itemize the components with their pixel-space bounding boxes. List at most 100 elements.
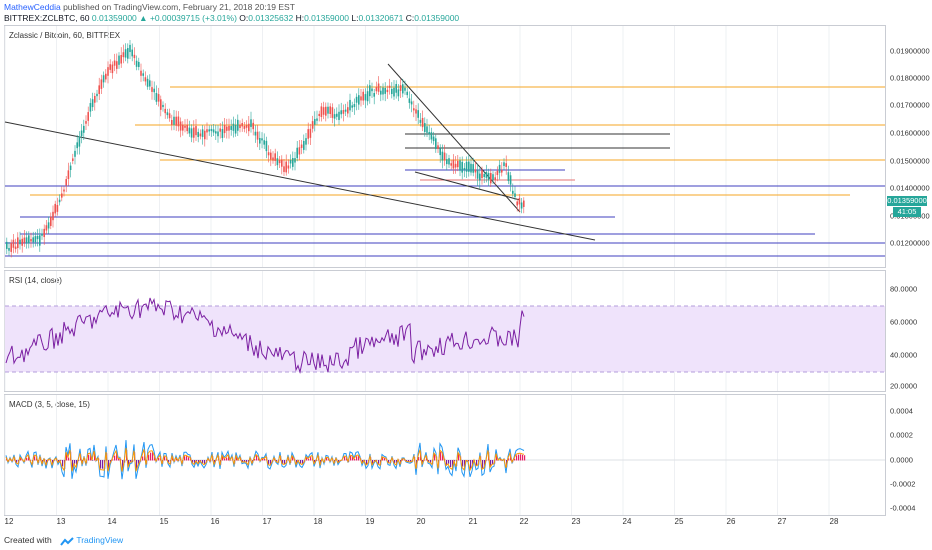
candle-body bbox=[287, 165, 290, 169]
candle-body bbox=[14, 246, 17, 250]
candle-body bbox=[399, 85, 402, 91]
symbol-label[interactable]: BITTREX:ZCLBTC, 60 bbox=[4, 13, 90, 23]
macd-histogram-bar bbox=[458, 453, 460, 461]
macd-histogram-bar bbox=[476, 460, 478, 466]
candle-body bbox=[8, 248, 10, 251]
time-axis-label: 25 bbox=[674, 517, 684, 526]
macd-histogram-bar bbox=[152, 452, 154, 461]
macd-histogram-bar bbox=[138, 460, 140, 466]
candle-body bbox=[364, 94, 367, 101]
candle-body bbox=[263, 140, 265, 145]
macd-histogram-bar bbox=[200, 460, 202, 462]
macd-histogram-bar bbox=[300, 460, 302, 464]
macd-histogram-bar bbox=[516, 455, 518, 461]
candle-body bbox=[298, 147, 301, 155]
rsi-axis[interactable]: 80.0000 60.0000 40.0000 20.0000 bbox=[886, 270, 932, 392]
candle-body bbox=[485, 172, 488, 178]
time-axis-label: 19 bbox=[365, 517, 375, 526]
macd-histogram-bar bbox=[76, 460, 78, 467]
macd-histogram-bar bbox=[428, 460, 430, 463]
candle-body bbox=[65, 179, 67, 186]
candle-body bbox=[320, 106, 323, 117]
candle-body bbox=[166, 112, 169, 116]
candle-body bbox=[410, 101, 413, 105]
open-label: O: bbox=[239, 13, 249, 23]
macd-histogram-bar bbox=[204, 460, 206, 465]
candle-body bbox=[327, 106, 329, 114]
candle-body bbox=[89, 103, 92, 112]
macd-histogram-bar bbox=[92, 460, 94, 461]
candle-body bbox=[78, 136, 81, 147]
candle-body bbox=[140, 70, 142, 76]
macd-axis-label: 0.0000 bbox=[890, 455, 913, 465]
candle-body bbox=[74, 150, 76, 157]
candle-body bbox=[34, 236, 37, 243]
macd-histogram-bar bbox=[88, 454, 90, 461]
candle-body bbox=[67, 170, 70, 180]
candle-body bbox=[468, 161, 470, 172]
macd-histogram-bar bbox=[490, 460, 492, 467]
author-link[interactable]: MathewCeddia bbox=[4, 2, 61, 12]
candle-body bbox=[476, 169, 479, 179]
macd-histogram-bar bbox=[136, 460, 138, 470]
candle-body bbox=[234, 124, 237, 134]
candle-body bbox=[160, 99, 162, 110]
candle-body bbox=[351, 105, 353, 108]
time-axis-label: 18 bbox=[313, 517, 323, 526]
candle-body bbox=[212, 129, 215, 133]
candle-body bbox=[157, 94, 160, 102]
macd-histogram-bar bbox=[228, 455, 230, 461]
candle-body bbox=[395, 84, 397, 93]
macd-histogram-bar bbox=[244, 460, 246, 462]
candle-body bbox=[124, 49, 127, 58]
candle-body bbox=[439, 148, 441, 156]
candle-body bbox=[309, 128, 312, 138]
candle-body bbox=[10, 242, 12, 252]
candle-body bbox=[259, 137, 261, 144]
candle-body bbox=[206, 129, 208, 133]
candle-body bbox=[254, 131, 257, 136]
macd-histogram-bar bbox=[164, 456, 166, 461]
candle-body bbox=[474, 169, 477, 173]
macd-histogram-bar bbox=[350, 455, 352, 461]
candle-body bbox=[228, 125, 230, 131]
candle-body bbox=[186, 124, 188, 132]
tradingview-brand[interactable]: TradingView bbox=[76, 535, 124, 545]
candle-body bbox=[245, 124, 248, 128]
candle-body bbox=[415, 109, 417, 114]
macd-histogram-bar bbox=[184, 456, 186, 461]
macd-histogram-bar bbox=[454, 460, 456, 462]
macd-histogram-bar bbox=[358, 455, 360, 461]
macd-histogram-bar bbox=[226, 457, 228, 461]
candle-body bbox=[437, 145, 439, 150]
candle-body bbox=[492, 174, 494, 181]
bar-countdown: 41:05 bbox=[893, 207, 921, 217]
candle-body bbox=[217, 131, 219, 137]
candle-body bbox=[83, 125, 85, 133]
macd-axis[interactable]: 0.0004 0.0002 0.0000 -0.0002 -0.0004 bbox=[886, 394, 932, 516]
time-axis[interactable]: 12 13 14 15 16 17 18 19 20 21 22 23 24 2… bbox=[4, 516, 886, 528]
candle-body bbox=[349, 99, 351, 111]
macd-histogram-bar bbox=[48, 459, 50, 461]
macd-histogram-bar bbox=[338, 460, 340, 463]
macd-histogram-bar bbox=[308, 458, 310, 461]
candle-body bbox=[96, 93, 98, 97]
candle-body bbox=[496, 170, 499, 176]
rsi-axis-label: 20.0000 bbox=[890, 381, 918, 391]
candle-body bbox=[452, 159, 455, 169]
tradingview-logo-icon[interactable] bbox=[60, 536, 74, 546]
candle-body bbox=[109, 64, 111, 70]
candle-body bbox=[305, 138, 307, 145]
macd-histogram-bar bbox=[306, 457, 308, 461]
candle-body bbox=[131, 49, 133, 57]
candle-body bbox=[6, 241, 8, 249]
candle-body bbox=[355, 96, 358, 103]
macd-histogram-bar bbox=[128, 460, 130, 467]
candle-body bbox=[307, 129, 309, 139]
candle-body bbox=[208, 129, 210, 132]
candle-body bbox=[193, 127, 195, 138]
candle-body bbox=[21, 238, 23, 246]
candle-body bbox=[303, 140, 305, 150]
candle-body bbox=[366, 91, 369, 102]
